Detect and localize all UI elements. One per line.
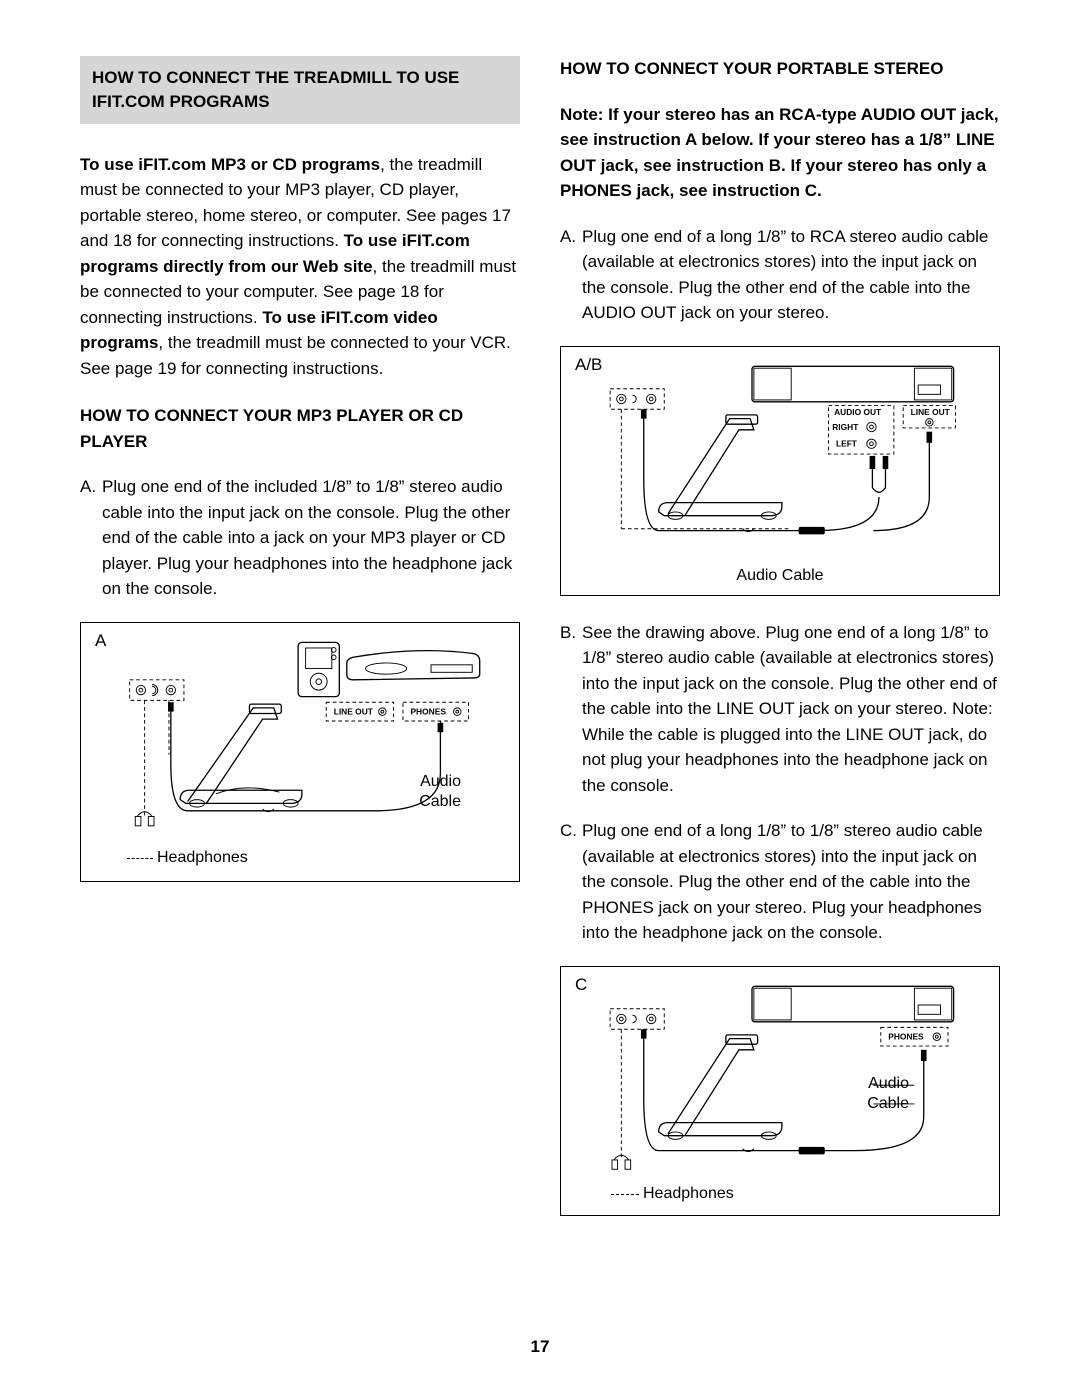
diagram-c-audio1: Audio xyxy=(868,1075,909,1093)
diagram-ab: A/B AUDIO OUT RIGHT xyxy=(560,346,1000,596)
item-letter: B. xyxy=(560,620,582,799)
diagram-c: C PHONES xyxy=(560,966,1000,1216)
diagram-a-svg: LINE OUT PHONES xyxy=(93,633,507,867)
two-column-layout: HOW TO CONNECT THE TREADMILL TO USE IFIT… xyxy=(80,56,1000,1337)
right-item-b: B. See the drawing above. Plug one end o… xyxy=(560,620,1000,799)
diagram-c-headphones: Headphones xyxy=(643,1185,734,1203)
right-item-a: A. Plug one end of a long 1/8” to RCA st… xyxy=(560,224,1000,326)
diagram-a-label: A xyxy=(95,631,106,651)
stereo-note: Note: If your stereo has an RCA-type AUD… xyxy=(560,102,1000,204)
subhead-stereo: HOW TO CONNECT YOUR PORTABLE STEREO xyxy=(560,56,1000,82)
diagram-ab-svg: AUDIO OUT RIGHT LEFT LINE OUT xyxy=(573,357,987,581)
diagram-ab-lineout: LINE OUT xyxy=(911,406,951,416)
diagram-c-phones: PHONES xyxy=(888,1031,924,1041)
diagram-a-headphones: Headphones xyxy=(157,849,248,867)
diagram-a-phones: PHONES xyxy=(410,706,446,716)
page-number: 17 xyxy=(80,1337,1000,1357)
right-column: HOW TO CONNECT YOUR PORTABLE STEREO Note… xyxy=(560,56,1000,1337)
left-column: HOW TO CONNECT THE TREADMILL TO USE IFIT… xyxy=(80,56,520,1337)
right-item-c: C. Plug one end of a long 1/8” to 1/8” s… xyxy=(560,818,1000,946)
diagram-a-audio1: Audio xyxy=(420,773,461,791)
diagram-c-label: C xyxy=(575,975,587,995)
item-body: Plug one end of a long 1/8” to RCA stere… xyxy=(582,224,1000,326)
diagram-a-lineout: LINE OUT xyxy=(334,706,374,716)
diagram-a-audio2: Cable xyxy=(419,793,461,811)
manual-page: HOW TO CONNECT THE TREADMILL TO USE IFIT… xyxy=(0,0,1080,1397)
diagram-c-dash-leader xyxy=(611,1194,639,1195)
item-body: Plug one end of the included 1/8” to 1/8… xyxy=(102,474,520,602)
diagram-ab-audiocable: Audio Cable xyxy=(561,567,999,585)
item-letter: A. xyxy=(560,224,582,326)
diagram-ab-left: LEFT xyxy=(836,438,858,448)
diagram-ab-label: A/B xyxy=(575,355,602,375)
item-body: Plug one end of a long 1/8” to 1/8” ster… xyxy=(582,818,1000,946)
intro-bold-1: To use iFIT.com MP3 or CD programs xyxy=(80,155,380,174)
section-banner: HOW TO CONNECT THE TREADMILL TO USE IFIT… xyxy=(80,56,520,124)
diagram-c-audio2: Cable xyxy=(867,1095,909,1113)
diagram-a: A LIN xyxy=(80,622,520,882)
left-item-a: A. Plug one end of the included 1/8” to … xyxy=(80,474,520,602)
diagram-ab-right: RIGHT xyxy=(832,421,859,431)
diagram-ab-audioout: AUDIO OUT xyxy=(834,406,882,416)
diagram-a-dash-leader xyxy=(127,858,153,859)
item-letter: A. xyxy=(80,474,102,602)
item-letter: C. xyxy=(560,818,582,946)
subhead-mp3: HOW TO CONNECT YOUR MP3 PLAYER OR CD PLA… xyxy=(80,403,520,454)
item-body: See the drawing above. Plug one end of a… xyxy=(582,620,1000,799)
diagram-c-svg: PHONES xyxy=(573,977,987,1201)
intro-paragraph: To use iFIT.com MP3 or CD programs, the … xyxy=(80,152,520,382)
